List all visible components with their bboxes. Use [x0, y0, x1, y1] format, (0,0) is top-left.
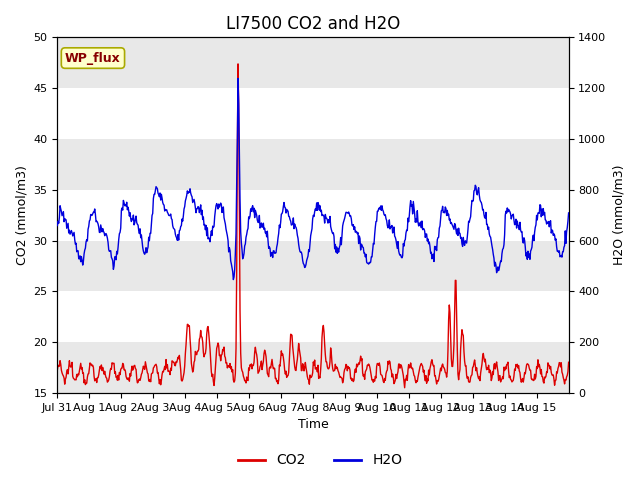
Bar [58, 342, 568, 393]
Bar [58, 240, 568, 291]
X-axis label: Time: Time [298, 419, 328, 432]
Y-axis label: H2O (mmol/m3): H2O (mmol/m3) [612, 165, 625, 265]
Text: WP_flux: WP_flux [65, 51, 121, 65]
Legend: CO2, H2O: CO2, H2O [232, 448, 408, 473]
Bar [58, 37, 568, 88]
Title: LI7500 CO2 and H2O: LI7500 CO2 and H2O [226, 15, 400, 33]
Y-axis label: CO2 (mmol/m3): CO2 (mmol/m3) [15, 165, 28, 265]
Bar [58, 139, 568, 190]
